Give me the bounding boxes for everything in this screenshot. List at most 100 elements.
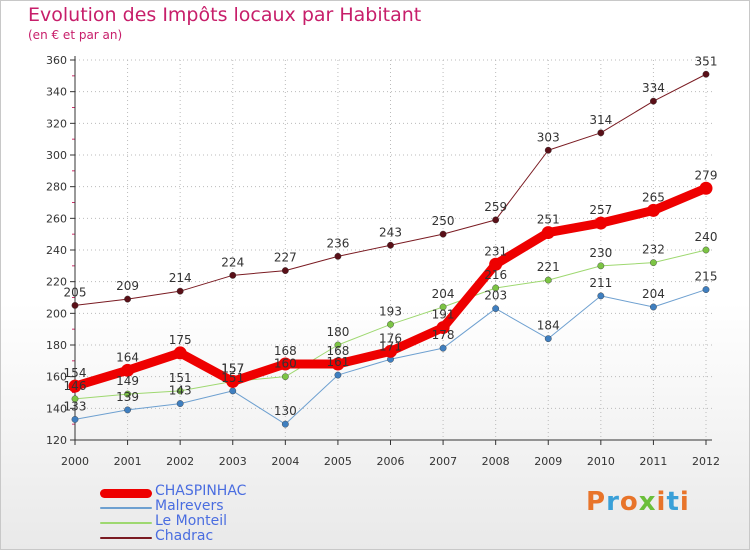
data-label-chadrac: 303	[537, 130, 560, 144]
y-tick-label: 260	[46, 212, 67, 225]
data-point-chadrac	[439, 230, 447, 238]
data-label-malrevers: 130	[274, 404, 297, 418]
y-tick-label: 180	[46, 339, 67, 352]
data-point-malrevers	[281, 420, 289, 428]
data-label-le-monteil: 146	[64, 379, 87, 393]
legend-item: Le Monteil	[100, 513, 320, 530]
y-tick-label: 200	[46, 307, 67, 320]
data-point-le-monteil	[387, 321, 394, 328]
data-point-chaspinhac	[541, 226, 555, 240]
data-point-chaspinhac	[331, 357, 345, 371]
data-label-le-monteil: 216	[484, 268, 507, 282]
data-label-chadrac: 250	[432, 214, 455, 228]
data-point-le-monteil	[702, 246, 710, 254]
data-label-chaspinhac: 164	[116, 350, 139, 364]
data-point-chadrac	[229, 271, 237, 279]
x-tick-label: 2003	[219, 455, 247, 468]
data-point-chadrac	[597, 129, 605, 137]
logo-letter: i	[656, 487, 667, 517]
data-label-chadrac: 351	[695, 54, 718, 68]
data-point-chaspinhac	[121, 363, 135, 377]
data-label-chaspinhac: 168	[274, 344, 297, 358]
data-point-le-monteil	[492, 284, 500, 292]
data-label-chaspinhac: 265	[642, 190, 665, 204]
data-point-chaspinhac	[594, 216, 608, 230]
data-label-chaspinhac: 168	[326, 344, 349, 358]
data-point-chadrac	[650, 97, 657, 105]
data-point-malrevers	[650, 303, 657, 311]
data-label-chaspinhac: 251	[537, 213, 560, 227]
legend-label: Malrevers	[155, 498, 224, 514]
data-label-malrevers: 143	[169, 384, 192, 398]
data-point-malrevers	[229, 387, 237, 395]
data-label-le-monteil: 204	[432, 287, 455, 301]
data-label-chadrac: 224	[221, 255, 244, 269]
data-label-le-monteil: 230	[589, 246, 612, 260]
data-label-chadrac: 334	[642, 81, 665, 95]
chart-subtitle: (en € et par an)	[28, 28, 123, 42]
data-label-malrevers: 161	[326, 355, 349, 369]
x-tick-label: 2005	[324, 455, 352, 468]
data-point-chadrac	[176, 287, 184, 295]
x-tick-label: 2000	[61, 455, 89, 468]
data-point-chaspinhac	[699, 181, 713, 195]
data-label-malrevers: 211	[589, 276, 612, 290]
data-point-malrevers	[597, 292, 605, 300]
data-label-malrevers: 139	[116, 390, 139, 404]
data-point-le-monteil	[439, 303, 447, 311]
data-point-chadrac	[544, 146, 552, 154]
data-point-chadrac	[124, 295, 131, 303]
data-point-le-monteil	[281, 373, 289, 381]
x-tick-label: 2012	[692, 455, 720, 468]
data-label-le-monteil: 240	[695, 230, 718, 244]
logo-letter: o	[619, 487, 639, 517]
x-tick-label: 2011	[639, 455, 667, 468]
y-tick-label: 160	[46, 371, 67, 384]
data-label-le-monteil: 149	[116, 374, 139, 388]
data-point-chaspinhac	[68, 379, 82, 393]
y-tick-label: 360	[46, 54, 67, 67]
data-label-malrevers: 178	[432, 328, 455, 342]
data-point-le-monteil	[71, 395, 79, 403]
data-label-le-monteil: 221	[537, 260, 560, 274]
data-label-chadrac: 227	[274, 251, 297, 265]
data-point-le-monteil	[544, 276, 552, 284]
proxiti-logo: Proxiti	[586, 487, 690, 517]
data-label-chaspinhac: 231	[484, 244, 507, 258]
data-label-chadrac: 205	[64, 285, 87, 299]
y-tick-label: 220	[46, 276, 67, 289]
data-label-malrevers: 133	[64, 399, 87, 413]
x-tick-label: 2004	[271, 455, 299, 468]
data-label-chaspinhac: 157	[221, 361, 244, 375]
x-tick-label: 2006	[377, 455, 405, 468]
legend-label: CHASPINHAC	[155, 483, 247, 499]
logo-letter: x	[638, 487, 657, 517]
data-point-le-monteil	[650, 259, 657, 267]
data-point-chadrac	[387, 241, 394, 249]
data-label-le-monteil: 157	[221, 361, 244, 375]
x-tick-label: 2007	[429, 455, 457, 468]
data-label-chaspinhac: 176	[379, 331, 402, 345]
data-label-malrevers: 184	[537, 319, 560, 333]
data-label-le-monteil: 193	[379, 304, 402, 318]
data-label-chaspinhac: 191	[432, 308, 455, 322]
data-point-malrevers	[71, 416, 79, 423]
data-point-chadrac	[71, 302, 79, 309]
data-label-chaspinhac: 279	[695, 168, 718, 182]
data-point-chadrac	[334, 252, 342, 260]
data-point-malrevers	[334, 371, 342, 379]
chart-title: Evolution des Impôts locaux par Habitant	[28, 4, 422, 26]
legend-label: Le Monteil	[155, 513, 228, 529]
data-label-le-monteil: 232	[642, 243, 665, 257]
data-label-malrevers: 171	[379, 339, 402, 353]
legend-swatch-le-monteil	[100, 522, 152, 524]
legend-item: Malrevers	[100, 498, 320, 515]
data-point-chaspinhac	[384, 344, 397, 358]
data-label-malrevers: 204	[642, 287, 665, 301]
y-tick-label: 340	[46, 86, 67, 99]
data-label-chadrac: 209	[116, 279, 139, 293]
data-point-chaspinhac	[489, 257, 503, 271]
data-label-chadrac: 214	[169, 271, 192, 285]
x-tick-label: 2008	[482, 455, 510, 468]
